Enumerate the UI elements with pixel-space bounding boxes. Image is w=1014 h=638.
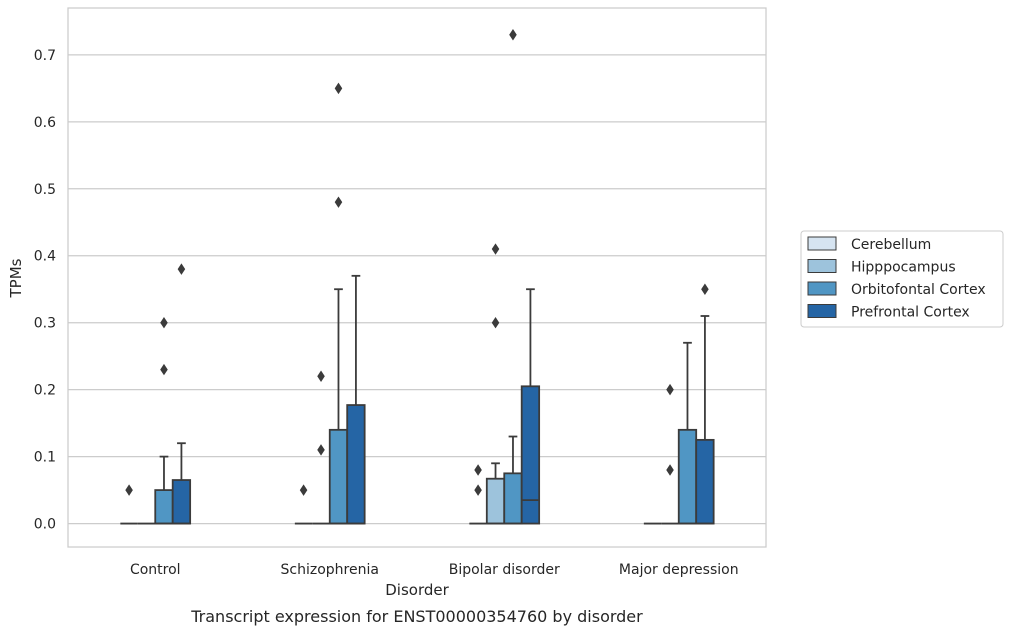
box-group — [171, 263, 192, 525]
y-tick-label: 0.0 — [34, 517, 56, 533]
box — [677, 428, 698, 525]
x-tick-label: Bipolar disorder — [449, 562, 560, 578]
outlier-point — [125, 484, 133, 496]
box — [154, 489, 174, 525]
outlier-point — [701, 283, 709, 295]
outlier-point — [474, 464, 482, 476]
outlier-point — [666, 464, 674, 476]
outlier-point — [334, 82, 343, 95]
legend-swatch — [807, 236, 837, 251]
legend-label: Hipppocampus — [851, 260, 956, 276]
box-group — [677, 341, 698, 525]
legend-swatch — [807, 259, 837, 273]
legend-label: Cerebellum — [851, 237, 931, 253]
x-tick-label: Control — [130, 562, 181, 578]
box — [171, 479, 192, 525]
chart-caption: Transcript expression for ENST0000035476… — [190, 607, 643, 626]
series-cerebellum — [120, 464, 662, 525]
box — [346, 404, 366, 525]
series-hipppocampus — [137, 243, 679, 525]
x-tick-label: Major depression — [619, 562, 739, 578]
legend-label: Orbitofontal Cortex — [851, 282, 986, 298]
legend[interactable]: Cerebellum Hipppocampus Orbitofontal Corte… — [800, 230, 1004, 328]
legend-frame — [800, 230, 1004, 328]
box-group — [695, 283, 715, 525]
legend-label: Prefrontal Cortex — [851, 305, 970, 321]
legend-swatch — [807, 304, 837, 318]
x-tick-label: Schizophrenia — [281, 562, 379, 578]
plot-frame — [67, 7, 767, 548]
box — [695, 438, 715, 525]
legend-item[interactable]: Orbitofontal Cortex — [807, 281, 986, 298]
outlier-point — [491, 243, 500, 255]
outlier-point — [160, 316, 168, 329]
outlier-point — [317, 444, 325, 456]
y-axis-title: TPMs — [7, 258, 25, 298]
legend-item[interactable]: Prefrontal Cortex — [807, 304, 970, 321]
series-prefrontal-cortex — [171, 263, 715, 525]
box-series — [120, 29, 715, 525]
box-group — [312, 370, 330, 525]
legend-swatch — [807, 281, 837, 296]
box-group — [154, 316, 174, 525]
outlier-point — [177, 263, 186, 275]
box-group — [294, 484, 313, 525]
outlier-point — [474, 484, 482, 496]
outlier-point — [666, 383, 674, 396]
box — [485, 477, 506, 525]
box — [328, 428, 349, 525]
box-group — [485, 243, 506, 525]
outlier-point — [509, 29, 517, 41]
y-tick-label: 0.1 — [34, 450, 56, 466]
outlier-point — [160, 363, 168, 376]
box-group — [469, 464, 487, 525]
grid-lines — [68, 54, 766, 525]
y-tick-label: 0.3 — [34, 316, 56, 332]
box-group — [661, 383, 679, 525]
outlier-point — [491, 316, 500, 329]
y-tick-label: 0.7 — [34, 48, 56, 64]
box-group — [503, 29, 523, 525]
y-tick-label: 0.4 — [34, 249, 56, 265]
box — [520, 385, 541, 525]
box-group — [328, 82, 349, 525]
outlier-point — [334, 196, 343, 208]
y-tick-label: 0.2 — [34, 383, 56, 399]
box-group — [346, 274, 366, 525]
y-tick-label: 0.6 — [34, 115, 56, 131]
y-tick-labels: 0.0 0.1 0.2 0.3 0.4 0.5 0.6 0.7 — [34, 48, 56, 533]
x-tick-labels: Control Schizophrenia Bipolar disorder Majo… — [130, 562, 739, 578]
x-axis-title: Disorder — [385, 581, 449, 599]
legend-item[interactable]: Hipppocampus — [807, 259, 956, 276]
outlier-point — [299, 484, 308, 496]
series-orbitofontal-cortex — [154, 29, 698, 525]
y-tick-label: 0.5 — [34, 182, 56, 198]
box-group — [120, 484, 138, 525]
outlier-point — [317, 370, 325, 382]
box — [503, 472, 523, 525]
box-group — [520, 288, 541, 525]
legend-item[interactable]: Cerebellum — [807, 236, 931, 253]
